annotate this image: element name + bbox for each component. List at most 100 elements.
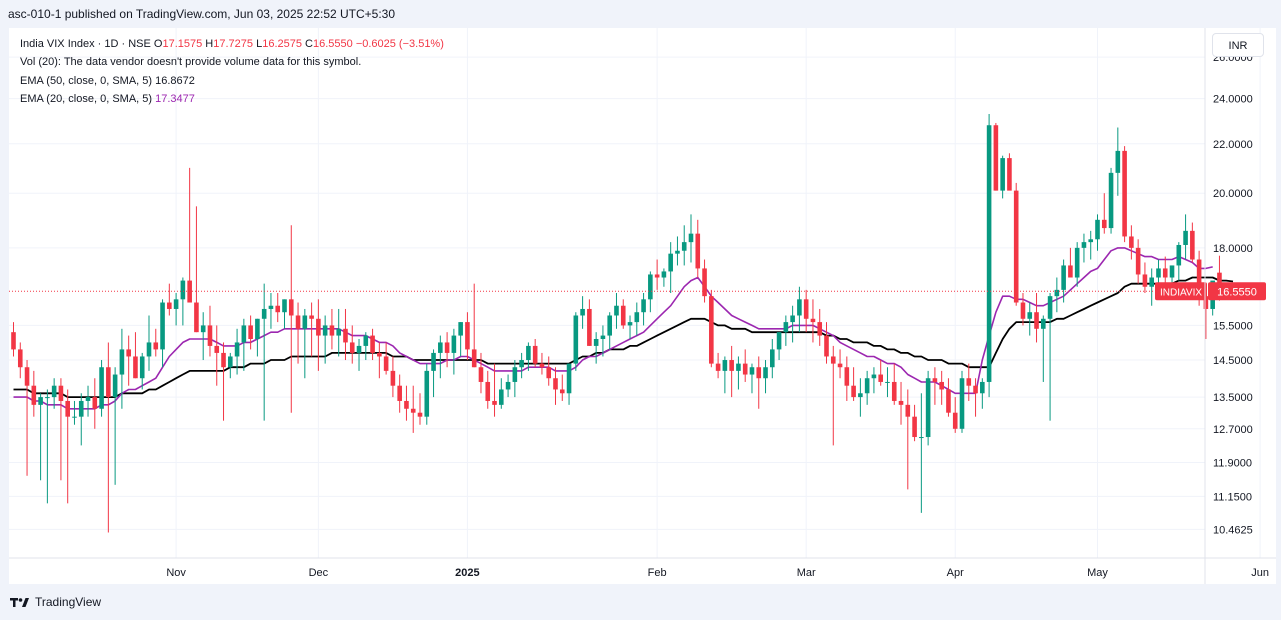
candle	[851, 367, 856, 401]
candle	[1162, 256, 1168, 284]
candle-body	[844, 367, 850, 386]
candle-body	[546, 367, 552, 379]
candle	[830, 345, 836, 446]
candle-body	[620, 305, 626, 326]
candle	[1149, 268, 1154, 306]
candle	[675, 236, 680, 266]
legend-ema20-row[interactable]: EMA (20, close, 0, SMA, 5) 17.3477	[20, 90, 444, 108]
candle	[207, 305, 213, 357]
candle-body	[316, 318, 321, 336]
candle	[31, 370, 37, 417]
candle-body	[1068, 265, 1073, 278]
candle-body	[78, 400, 84, 417]
candle-body	[532, 345, 538, 364]
candle	[1095, 214, 1100, 251]
legend-ema50-row[interactable]: EMA (50, close, 0, SMA, 5) 16.8672	[20, 72, 444, 90]
symbol-tag	[1155, 282, 1207, 301]
candle	[566, 363, 572, 405]
candle	[234, 328, 240, 375]
candle-body	[1108, 172, 1114, 229]
symbol-title[interactable]: India VIX Index · 1D · NSE	[20, 38, 151, 50]
candle-body	[92, 397, 98, 409]
candle	[824, 322, 829, 364]
candle-body	[241, 325, 247, 343]
candle	[180, 277, 186, 326]
candle-body	[1169, 265, 1175, 278]
candle	[316, 299, 321, 371]
tradingview-footer[interactable]: TradingView	[10, 592, 101, 612]
candle-body	[295, 315, 301, 329]
candle-body	[180, 280, 186, 300]
candle-body	[45, 397, 50, 399]
candle	[952, 397, 958, 433]
candle	[526, 342, 531, 371]
last-price-line-layer: INDIAVIX 16.5550	[9, 282, 1266, 301]
candle-body	[31, 385, 37, 405]
candle	[600, 325, 606, 357]
candle-body	[248, 325, 253, 339]
candle	[200, 312, 206, 361]
open-value: 17.1575	[162, 38, 203, 50]
candle-body	[404, 400, 409, 409]
candle	[112, 367, 118, 485]
candle-body	[946, 389, 951, 413]
candle	[1061, 259, 1066, 303]
candle-body	[837, 363, 843, 368]
candle-body	[234, 342, 240, 357]
candle	[817, 308, 823, 346]
candle	[505, 374, 511, 398]
candle	[681, 225, 687, 266]
candle	[648, 271, 653, 313]
candle-body	[1101, 219, 1107, 229]
candle-body	[891, 381, 897, 401]
candle	[715, 352, 721, 379]
candle-body	[1142, 274, 1148, 287]
legend-symbol-row[interactable]: India VIX Index · 1D · NSE O17.1575 H17.…	[20, 35, 444, 53]
candle-body	[932, 378, 938, 382]
time-tick-label: Apr	[947, 567, 964, 579]
price-tick-label: 22.0000	[1213, 139, 1253, 151]
candle-body	[390, 370, 396, 386]
ema50-label: EMA (50, close, 0, SMA, 5)	[20, 74, 153, 87]
candle	[1020, 293, 1026, 326]
candle	[546, 356, 552, 386]
candle-body	[688, 233, 694, 243]
candle-body	[72, 416, 77, 418]
candle-body	[397, 385, 402, 401]
candle-body	[1129, 236, 1134, 248]
candle	[742, 349, 748, 382]
candle-body	[1061, 265, 1066, 290]
candles-layer	[11, 113, 1222, 533]
candle	[932, 367, 938, 405]
ema20-layer	[13, 247, 1213, 410]
candle	[756, 356, 762, 409]
candle-body	[654, 274, 660, 278]
candle	[1074, 242, 1080, 287]
currency-button[interactable]: INR	[1212, 33, 1264, 57]
candle-body	[722, 360, 728, 371]
candle-body	[200, 325, 206, 333]
candle	[587, 299, 592, 346]
candle-body	[864, 378, 870, 394]
candle	[1108, 167, 1114, 234]
candle-body	[736, 363, 741, 371]
close-value: 16.5550	[312, 38, 353, 50]
candle	[559, 374, 565, 401]
candle	[864, 370, 870, 405]
candle	[410, 385, 416, 433]
legend-volume-row[interactable]: Vol (20): The data vendor doesn't provid…	[20, 56, 362, 69]
candle	[614, 293, 619, 329]
candle	[607, 312, 612, 350]
candle	[1034, 293, 1039, 343]
candle-body	[600, 335, 606, 339]
candle-body	[790, 315, 795, 323]
candle	[736, 356, 741, 390]
candle-body	[715, 363, 721, 371]
price-tag-label: 16.5550	[1217, 286, 1257, 298]
candle-body	[925, 378, 931, 438]
candle	[1088, 230, 1094, 260]
candle	[973, 378, 978, 417]
low-value: 16.2575	[262, 38, 302, 50]
candle	[417, 393, 423, 425]
